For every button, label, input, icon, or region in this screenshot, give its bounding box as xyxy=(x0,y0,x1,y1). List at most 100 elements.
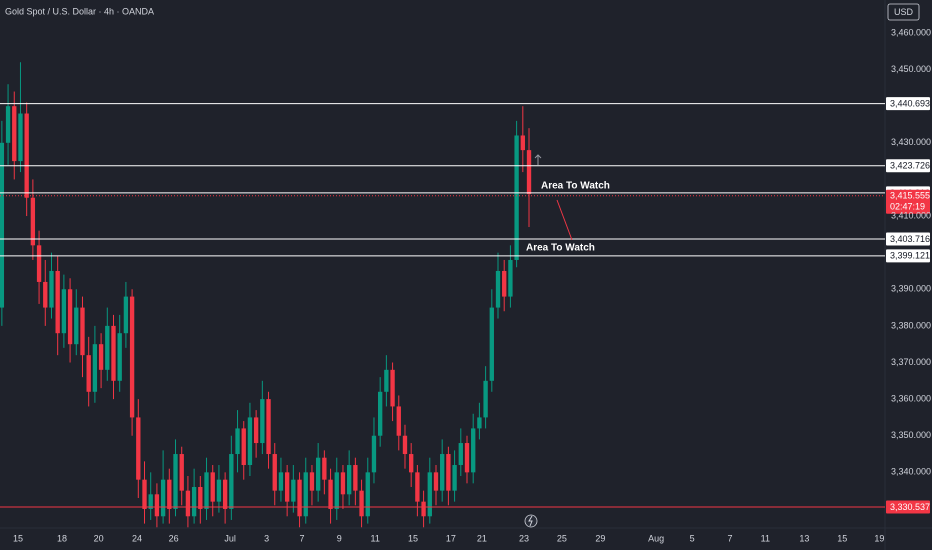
x-tick-label: 21 xyxy=(477,533,487,543)
candle-body xyxy=(514,135,519,260)
candle-body xyxy=(222,479,228,509)
x-tick-label: 11 xyxy=(761,533,770,543)
candle-body xyxy=(415,472,420,502)
candle-body xyxy=(452,465,457,491)
candle-body xyxy=(526,150,532,195)
x-tick-label: Aug xyxy=(648,533,664,543)
level-label-box xyxy=(886,97,930,111)
candle-body xyxy=(105,325,110,370)
trend-arrow xyxy=(556,199,573,241)
x-tick-label: 19 xyxy=(874,533,884,543)
candle-body xyxy=(154,494,160,517)
candle-body xyxy=(216,479,222,502)
candle-body xyxy=(55,270,60,334)
candle-body xyxy=(117,333,122,381)
candle-body xyxy=(272,454,277,491)
x-tick-label: 20 xyxy=(94,533,104,543)
candle-body xyxy=(235,428,240,455)
candle-body xyxy=(191,486,197,517)
candle-body xyxy=(253,417,259,444)
candle-body xyxy=(136,417,141,480)
currency: USD xyxy=(894,7,914,17)
candle-body xyxy=(241,428,246,466)
candle-body xyxy=(489,307,494,381)
candle-body xyxy=(433,472,439,491)
candle-body xyxy=(0,142,5,308)
candle-body xyxy=(297,479,302,517)
x-tick-label: 18 xyxy=(57,533,67,543)
candle-body xyxy=(204,472,209,509)
y-tick-label: 3,370.000 xyxy=(891,357,931,367)
candle-body xyxy=(390,369,395,407)
x-tick-label: 23 xyxy=(519,533,529,543)
candle-body xyxy=(353,465,358,491)
y-tick-label: 3,360.000 xyxy=(891,393,931,403)
candle-body xyxy=(198,486,203,509)
level-label: 3,403.716 xyxy=(890,234,930,244)
annotation: Area To Watch xyxy=(541,181,610,192)
level-label-box xyxy=(886,159,930,173)
last-price-label: 3,415.555 xyxy=(890,191,930,201)
candle-body xyxy=(185,490,191,517)
x-tick-label: 11 xyxy=(371,533,380,543)
candle-body xyxy=(80,307,85,356)
candle-body xyxy=(303,472,308,517)
candle-body xyxy=(502,270,507,297)
candle-body xyxy=(340,472,346,495)
candle-body xyxy=(74,307,79,345)
candle-body xyxy=(12,106,17,162)
candle-body xyxy=(260,399,265,444)
chart-title: Gold Spot / U.S. Dollar · 4h · OANDA xyxy=(5,6,154,16)
candle-body xyxy=(36,245,42,282)
candle-body xyxy=(495,270,501,308)
last-price-countdown: 02:47:19 xyxy=(890,202,925,212)
candle-body xyxy=(365,472,370,517)
y-tick-label: 3,460.000 xyxy=(891,27,931,37)
candle-body xyxy=(123,296,129,334)
x-tick-label: 7 xyxy=(727,533,732,543)
level-label-box xyxy=(886,249,930,263)
candle-body xyxy=(334,472,339,509)
candle-body xyxy=(179,454,184,491)
candle-body xyxy=(247,417,253,466)
level-label: 3,440.693 xyxy=(890,99,930,109)
candle-body xyxy=(396,406,401,436)
candle-body xyxy=(142,479,147,509)
level-label: 3,330.537 xyxy=(890,502,930,512)
x-tick-label: 15 xyxy=(408,533,418,543)
candle-body xyxy=(477,417,482,429)
last-price-box xyxy=(886,189,930,214)
candle-body xyxy=(291,479,296,502)
candle-body xyxy=(86,355,91,392)
candle-body xyxy=(148,494,153,509)
y-tick-label: 3,350.000 xyxy=(891,430,931,440)
candle-body xyxy=(421,501,426,517)
y-tick-label: 3,390.000 xyxy=(891,284,931,294)
candle-body xyxy=(315,457,321,491)
candle-body xyxy=(409,454,414,473)
currency-box[interactable] xyxy=(887,3,920,21)
plot-area xyxy=(0,62,532,528)
x-tick-label: 25 xyxy=(557,533,567,543)
candle-body xyxy=(520,135,525,151)
candle-body xyxy=(61,289,67,334)
y-tick-label: 3,380.000 xyxy=(891,320,931,330)
candle-body xyxy=(49,270,54,308)
y-tick-label: 3,340.000 xyxy=(891,467,931,477)
candle-body xyxy=(129,296,135,418)
overlay: 3,440.6933,423.7263,416.3103,403.7163,39… xyxy=(0,97,930,514)
candle-body xyxy=(359,490,364,517)
candle-body xyxy=(309,472,315,491)
candle-body xyxy=(458,443,463,466)
candle-body xyxy=(440,454,445,491)
candle-body xyxy=(160,479,166,517)
candle-body xyxy=(346,465,352,495)
candle-body xyxy=(328,479,333,509)
x-tick-label: 26 xyxy=(169,533,179,543)
candle-body xyxy=(67,289,73,345)
annotation: Area To Watch xyxy=(526,243,595,254)
candle-body xyxy=(43,281,48,308)
candle-body xyxy=(446,454,451,491)
candle-body xyxy=(167,479,172,509)
